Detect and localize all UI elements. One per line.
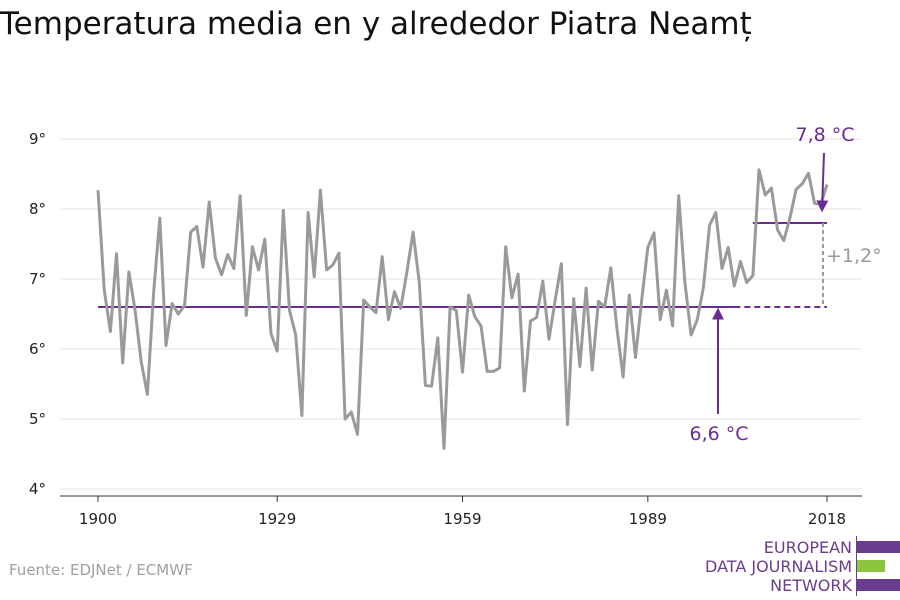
y-tick-label: 6° (29, 340, 46, 358)
logo-divider (856, 536, 857, 596)
x-tick-label: 1900 (79, 510, 117, 528)
source-note: Fuente: EDJNet / ECMWF (9, 561, 193, 579)
logo-bar-purple-bottom (857, 579, 900, 591)
y-tick-label: 9° (29, 130, 46, 148)
x-tick-label: 1959 (443, 510, 481, 528)
annotation-delta: +1,2° (826, 245, 882, 267)
chart-title: Temperatura media en y alrededor Piatra … (0, 6, 752, 42)
edjnet-logo: EUROPEAN DATA JOURNALISM NETWORK (700, 536, 900, 596)
y-tick-label: 4° (29, 480, 46, 498)
y-tick-label: 7° (29, 270, 46, 288)
y-tick-label: 5° (29, 410, 46, 428)
x-tick-label: 2018 (808, 510, 846, 528)
logo-line-european: EUROPEAN (763, 538, 852, 557)
arrow-recent-mean (816, 152, 829, 213)
logo-line-data-journalism: DATA JOURNALISM (705, 557, 852, 576)
logo-bar-green (857, 560, 885, 572)
y-tick-label: 8° (29, 200, 46, 218)
temperature-series-line (96, 168, 829, 450)
annotation-recent-mean: 7,8 °C (795, 124, 854, 146)
x-tick-label: 1929 (258, 510, 296, 528)
logo-line-network: NETWORK (770, 576, 852, 595)
annotation-baseline-mean: 6,6 °C (689, 423, 748, 445)
logo-bar-purple-top (857, 541, 900, 553)
x-tick-label: 1989 (629, 510, 667, 528)
